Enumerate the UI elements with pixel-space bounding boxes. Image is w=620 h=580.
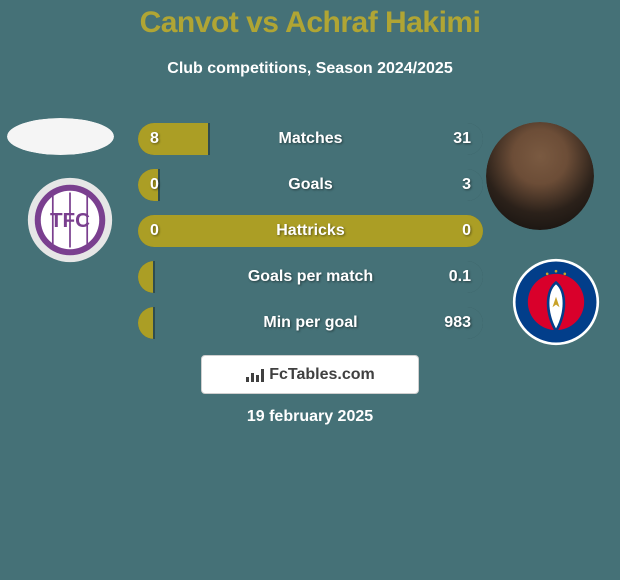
stat-row: Goals per match0.1: [138, 261, 483, 293]
comparison-bars: Matches831Goals03Hattricks00Goals per ma…: [138, 123, 483, 353]
stat-label: Goals: [138, 169, 483, 201]
comparison-infographic: Canvot vs Achraf Hakimi Club competition…: [0, 0, 620, 580]
date: 19 february 2025: [0, 408, 620, 426]
stat-label: Matches: [138, 123, 483, 155]
club-badge-left: TFC: [27, 177, 113, 263]
badge-svg: [512, 258, 600, 346]
stat-row: Matches8 31: [138, 123, 483, 155]
avatar-placeholder: [7, 118, 114, 155]
stat-row: Hattricks0 0: [138, 215, 483, 247]
stat-row: Goals0 3: [138, 169, 483, 201]
club-badge-right: [512, 258, 600, 346]
stat-right-value: 0.1: [449, 261, 471, 293]
attribution: FcTables.com: [201, 355, 419, 394]
subtitle: Club competitions, Season 2024/2025: [0, 60, 620, 78]
player-photo-right: [486, 122, 594, 230]
bar-chart-icon: [245, 367, 265, 383]
stat-right-value: 3: [462, 169, 471, 201]
player-photo-left: [7, 118, 114, 155]
stat-label: Goals per match: [138, 261, 483, 293]
stat-left-value: 0: [150, 215, 159, 247]
stat-left-value: 0: [150, 169, 159, 201]
page-title: Canvot vs Achraf Hakimi: [0, 6, 620, 40]
stat-row: Min per goal983: [138, 307, 483, 339]
badge-svg: TFC: [27, 177, 113, 263]
stat-label: Min per goal: [138, 307, 483, 339]
stat-right-value: 983: [444, 307, 471, 339]
avatar: [486, 122, 594, 230]
attribution-text: FcTables.com: [269, 366, 375, 384]
svg-text:TFC: TFC: [50, 209, 90, 232]
stat-left-value: 8: [150, 123, 159, 155]
stat-label: Hattricks: [138, 215, 483, 247]
stat-right-value: 31: [453, 123, 471, 155]
stat-right-value: 0: [462, 215, 471, 247]
